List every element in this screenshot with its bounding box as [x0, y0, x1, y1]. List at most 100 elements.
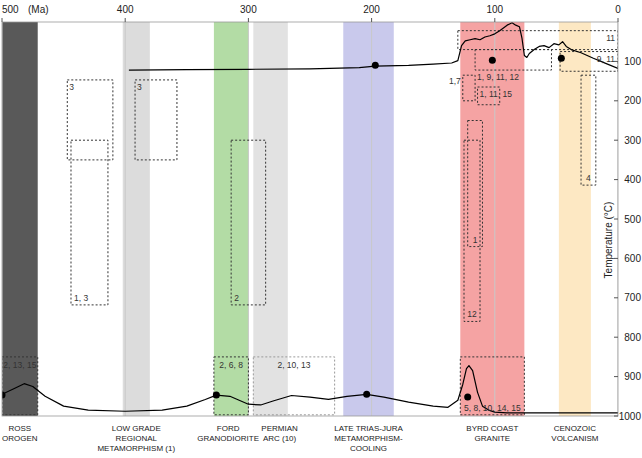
range-box: [135, 80, 177, 160]
y-tick: [614, 140, 618, 141]
x-tick: [248, 18, 249, 22]
data-point: [372, 62, 379, 69]
data-point: [363, 391, 370, 398]
y-axis-label: Temperature (°C): [603, 202, 614, 279]
x-tick: [371, 18, 372, 22]
box-label: 12: [467, 309, 477, 319]
temperature-curve: [2, 366, 618, 413]
y-tick-label: 200: [624, 95, 641, 106]
y-tick-label: 500: [624, 214, 641, 225]
grid-line: [248, 22, 249, 416]
y-tick: [614, 179, 618, 180]
data-point: [464, 394, 471, 401]
box-label: 3: [69, 82, 74, 92]
y-tick-label: 400: [624, 174, 641, 185]
y-tick: [614, 337, 618, 338]
range-box: [460, 357, 524, 415]
box-label: 9, 11: [597, 54, 616, 64]
band-label: VOLCANISM: [551, 434, 598, 443]
chart: 3 1, 3 3 2 2, 13, 15 2, 6, 8 2, 10, 13 5, 8, 10…: [0, 0, 642, 458]
data-point: [213, 392, 220, 399]
range-box: [581, 75, 596, 185]
grid-line: [125, 22, 126, 416]
band-label: ARC (10): [263, 434, 297, 443]
box-label: 4: [586, 173, 591, 183]
band-label: OROGEN: [2, 434, 38, 443]
data-point: [2, 392, 6, 399]
range-box: [253, 357, 334, 415]
x-tick-label: 400: [117, 4, 134, 15]
x-tick-label: 300: [240, 4, 257, 15]
box-label: 5, 8, 10, 14, 15: [464, 403, 521, 413]
band-label: COOLING: [350, 444, 387, 453]
box-label: 1, 11, 15: [480, 89, 513, 99]
range-box: [464, 140, 480, 321]
band-label: BYRD COAST: [466, 424, 518, 433]
x-axis-label: (Ma): [28, 4, 49, 15]
band-label: LATE TRIAS-JURA: [334, 424, 403, 433]
x-tick-label: 500: [2, 4, 19, 15]
range-box: [67, 80, 113, 160]
band-label: ROSS: [9, 424, 32, 433]
y-tick: [614, 61, 618, 62]
y-tick-label: 900: [624, 371, 641, 382]
x-tick: [618, 18, 619, 22]
box-label: 3: [137, 82, 142, 92]
temperature-curve: [129, 23, 618, 70]
box-label: 2, 13, 15: [3, 360, 36, 370]
range-box: [71, 140, 108, 305]
band-label: LOW GRADE: [112, 424, 161, 433]
range-box: [475, 50, 551, 70]
event-band: [559, 22, 591, 416]
event-band: [343, 22, 394, 416]
event-band: [214, 22, 248, 416]
y-tick: [614, 297, 618, 298]
y-tick-label: 700: [624, 292, 641, 303]
event-band: [2, 22, 38, 416]
y-tick: [614, 219, 618, 220]
band-label: FORD: [217, 424, 240, 433]
x-tick-label: 100: [486, 4, 503, 15]
box-label: 2: [234, 293, 239, 303]
plot-area: [2, 22, 618, 416]
range-box: [231, 140, 265, 305]
event-band: [460, 22, 524, 416]
band-label: METAMORPHISM-: [334, 434, 403, 443]
y-tick-label: 600: [624, 253, 641, 264]
band-label: REGIONAL: [116, 434, 158, 443]
band-label: METAMORPHISM (1): [97, 444, 175, 453]
x-tick-label: 0: [615, 4, 621, 15]
box-label: 1,7: [449, 76, 461, 86]
y-tick: [614, 258, 618, 259]
band-label: GRANITE: [475, 434, 511, 443]
y-tick-label: 1000: [619, 411, 642, 422]
box-label: 1, 3: [74, 293, 88, 303]
box-label: 1, 9, 11, 12: [477, 72, 519, 82]
box-label: 2, 6, 8: [219, 360, 243, 370]
band-label: PERMIAN: [261, 424, 298, 433]
x-tick: [494, 18, 495, 22]
box-label: 1: [473, 235, 478, 245]
range-box: [214, 357, 248, 415]
box-label: 11: [606, 33, 615, 43]
y-tick: [614, 416, 618, 417]
y-tick: [614, 100, 618, 101]
event-band: [123, 22, 150, 416]
plot-frame: [2, 22, 618, 416]
x-tick: [2, 18, 3, 22]
data-point: [489, 57, 496, 64]
grid-line: [371, 22, 372, 416]
data-point: [558, 55, 565, 62]
y-tick-label: 800: [624, 332, 641, 343]
range-box: [463, 75, 475, 101]
band-label: GRANODIORITE: [197, 434, 259, 443]
y-tick-label: 100: [624, 56, 641, 67]
y-tick-label: 300: [624, 135, 641, 146]
y-tick: [614, 376, 618, 377]
x-tick-label: 200: [363, 4, 380, 15]
range-box: [560, 52, 618, 72]
x-tick: [125, 18, 126, 22]
box-label: 2, 10, 13: [277, 360, 310, 370]
range-box: [468, 121, 483, 247]
band-label: CENOZOIC: [554, 424, 596, 433]
